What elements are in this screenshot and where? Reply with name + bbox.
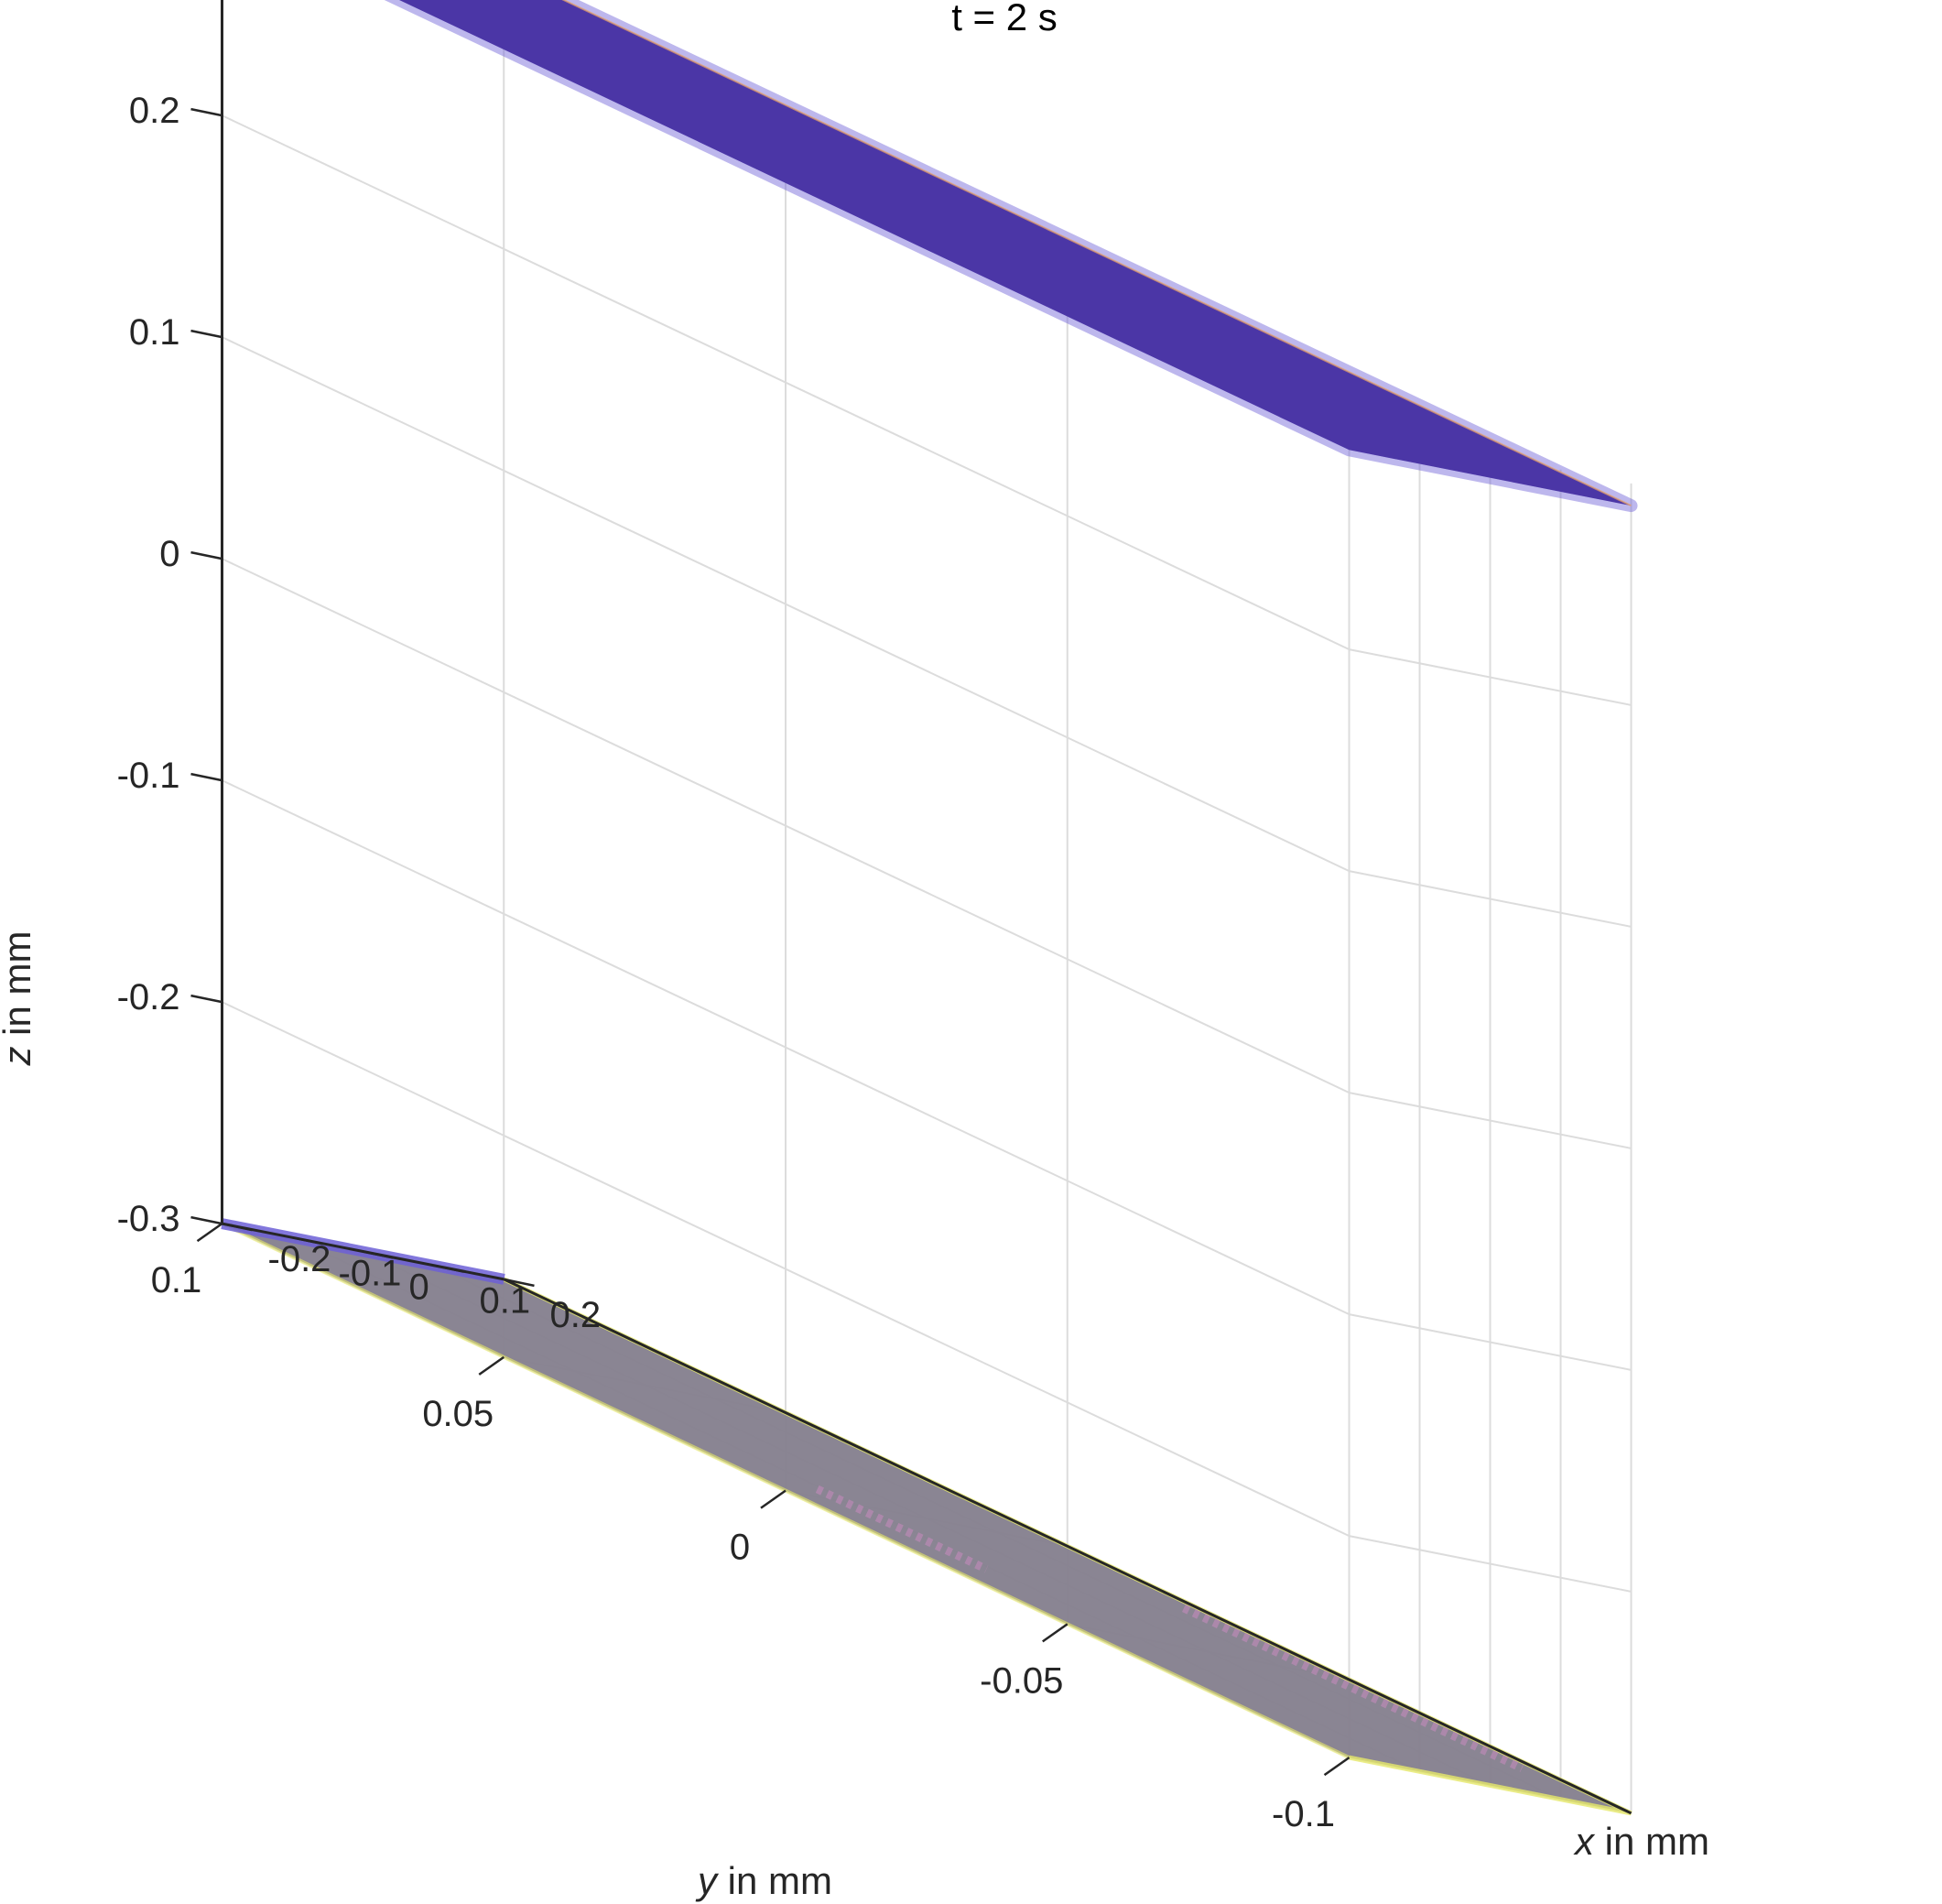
- tick-labels: -0.3-0.2-0.100.10.20.10.050-0.05-0.1-0.2…: [117, 91, 1351, 1834]
- grid-line: [222, 558, 1350, 1094]
- z-tick: [190, 994, 222, 1004]
- grid-line: [222, 779, 1350, 1316]
- z-tick: [190, 107, 222, 117]
- top-plate-rim: [561, 0, 1632, 507]
- y-axis-label-rest: in mm: [717, 1859, 832, 1902]
- y-axis-label: y in mm: [695, 1859, 832, 1902]
- x-axis-label: x in mm: [1573, 1820, 1709, 1863]
- y-tick-label: 0.1: [151, 1260, 202, 1300]
- top-surface: [384, 0, 1638, 513]
- y-axis-label-var: y: [695, 1859, 720, 1902]
- y-tick: [478, 1355, 504, 1376]
- x-tick: [292, 1236, 323, 1246]
- y-tick-label: -0.05: [980, 1660, 1063, 1701]
- z-tick: [190, 772, 222, 782]
- z-tick-label: 0: [159, 534, 179, 574]
- grid-line: [1349, 1313, 1632, 1371]
- x-tick: [433, 1264, 464, 1273]
- z-tick-label: -0.1: [117, 756, 180, 796]
- z-tick: [190, 550, 222, 560]
- y-tick: [1042, 1623, 1069, 1643]
- x-tick: [222, 1222, 253, 1232]
- z-tick-label: 0.2: [129, 91, 180, 131]
- x-axis-label-rest: in mm: [1594, 1820, 1709, 1863]
- y-tick-label: 0: [730, 1528, 750, 1568]
- top-plate: [399, 0, 1632, 506]
- grid-line: [222, 336, 1350, 873]
- chart-title: t = 2 s: [951, 0, 1058, 38]
- z-tick: [190, 1215, 222, 1225]
- grid-line: [1349, 648, 1632, 706]
- x-tick-label: 0: [409, 1268, 429, 1308]
- x-tick-label: -0.2: [268, 1239, 331, 1279]
- z-tick-label: 0.1: [129, 312, 180, 353]
- feature-stripe-left: [815, 1485, 989, 1573]
- grid-line: [222, 1001, 1350, 1538]
- grid-line: [222, 114, 1350, 651]
- y-tick-label: 0.05: [422, 1394, 494, 1434]
- x-tick-label: -0.1: [339, 1253, 402, 1293]
- grid-line: [1349, 1092, 1632, 1149]
- z-tick-label: -0.2: [117, 977, 180, 1017]
- x-tick-label: 0.2: [550, 1295, 602, 1335]
- z-tick: [190, 329, 222, 339]
- z-tick-label: -0.3: [117, 1199, 180, 1239]
- z-axis-label: z in mm: [0, 931, 38, 1067]
- y-tick: [760, 1489, 787, 1509]
- z-axis-label-rest: in mm: [0, 931, 38, 1047]
- x-axis-line: [503, 1278, 1633, 1815]
- z-axis-label-var: z: [0, 1047, 38, 1067]
- x-axis-label-var: x: [1573, 1820, 1596, 1863]
- feature-stripe-right: [1181, 1604, 1524, 1772]
- x-tick: [363, 1250, 394, 1259]
- x-tick-label: 0.1: [480, 1281, 531, 1322]
- y-tick: [1323, 1757, 1351, 1777]
- y-tick: [196, 1223, 223, 1243]
- grid-line: [1349, 1535, 1632, 1593]
- y-tick-label: -0.1: [1272, 1794, 1335, 1834]
- bottom-plate: [222, 1224, 1632, 1813]
- x-tick: [504, 1278, 535, 1288]
- grid-line: [1349, 870, 1632, 928]
